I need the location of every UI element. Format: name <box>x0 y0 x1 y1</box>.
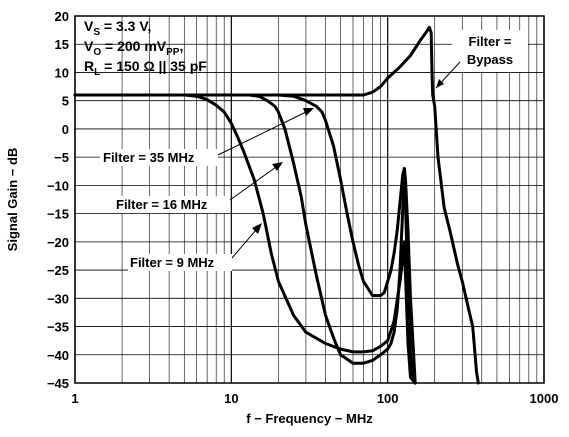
y-axis-label: Signal Gain − dB <box>5 148 20 252</box>
minor-grid <box>121 16 538 383</box>
annotation-bypass-bg <box>452 30 528 72</box>
series-line-2 <box>73 93 417 385</box>
series-line-3 <box>73 25 480 385</box>
y-tick-label: −30 <box>47 291 69 306</box>
annotation-9-bg <box>128 254 232 271</box>
annotation-16mhz: Filter = 16 MHz <box>116 197 208 212</box>
y-tick-label: −35 <box>47 320 69 335</box>
condition-vs: VS = 3.3 V, <box>84 18 151 38</box>
annotation-bypass-arrowhead <box>436 79 444 88</box>
y-tick-label: −40 <box>47 348 69 363</box>
y-tick-label: 0 <box>62 122 69 137</box>
y-tick-label: 20 <box>55 9 69 24</box>
x-tick-label: 10 <box>224 391 238 406</box>
y-tick-label: 5 <box>62 94 69 109</box>
plot-frame <box>74 15 545 384</box>
y-tick-label: −15 <box>47 207 69 222</box>
x-tick-label: 1000 <box>530 391 559 406</box>
annotations: Filter = Bypass Filter = 35 MHz Filter =… <box>100 30 528 271</box>
annotation-35-arrowhead <box>303 108 314 116</box>
annotation-9-arrow <box>231 229 257 259</box>
annotation-35-arrow <box>217 111 307 156</box>
y-tick-label: 10 <box>55 65 69 80</box>
annotation-35-bg <box>100 149 218 166</box>
y-tick-labels: 20 15 10 5 0 −5 −10 −15 −20 −25 −30 −35 −40 −45 <box>47 9 69 391</box>
y-tick-label: −25 <box>47 263 69 278</box>
annotation-9-arrowhead <box>252 223 262 234</box>
y-tick-label: −5 <box>54 150 69 165</box>
series-layer <box>73 25 480 385</box>
x-tick-labels: 1 10 100 1000 <box>71 391 558 406</box>
annotation-16-bg <box>114 196 230 213</box>
y-tick-label: −20 <box>47 235 69 250</box>
x-tick-label: 100 <box>377 391 399 406</box>
annotation-bypass-line1: Filter = <box>469 34 512 49</box>
y-tick-label: −10 <box>47 178 69 193</box>
y-tick-label: 15 <box>55 37 69 52</box>
test-conditions: VS = 3.3 V, VO = 200 mVPP, RL = 150 Ω ||… <box>84 18 207 78</box>
x-axis-label: f − Frequency − MHz <box>246 411 373 426</box>
annotation-16-arrow <box>229 166 277 201</box>
y-tick-label: −45 <box>47 376 69 391</box>
condition-rl: RL = 150 Ω || 35 pF <box>84 58 207 78</box>
series-line-1 <box>73 93 417 385</box>
annotation-bypass-line2: Bypass <box>467 52 513 67</box>
series-line-0 <box>73 93 417 385</box>
annotation-35mhz: Filter = 35 MHz <box>103 150 195 165</box>
x-tick-label: 1 <box>71 391 78 406</box>
annotation-9mhz: Filter = 9 MHz <box>130 255 215 270</box>
condition-vo: VO = 200 mVPP, <box>84 38 183 58</box>
annotation-16-arrowhead <box>272 162 283 171</box>
